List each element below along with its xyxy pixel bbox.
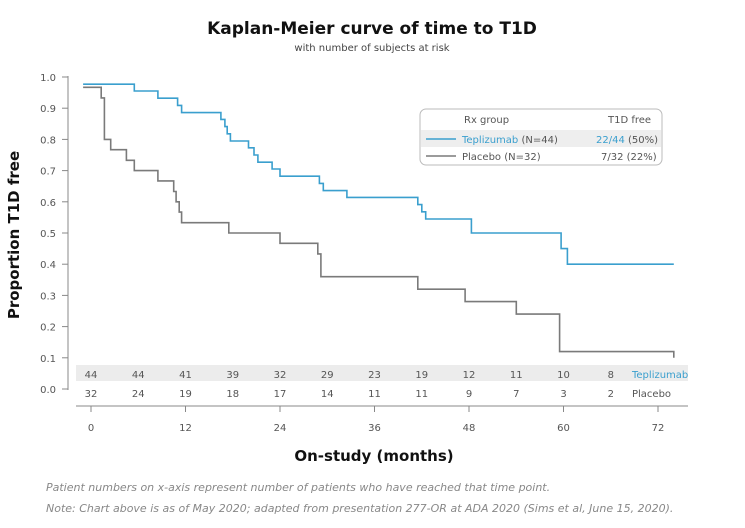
x-tick-label: 36 (368, 423, 381, 434)
survival-curves (83, 83, 675, 358)
legend-n-teplizumab: (N=44) (521, 135, 557, 146)
y-tick-label: 0.7 (40, 167, 56, 178)
y-tick-label: 0.4 (40, 260, 56, 271)
series-line-placebo (83, 86, 675, 358)
at-risk-count: 10 (557, 370, 570, 381)
at-risk-count: 44 (85, 370, 98, 381)
x-tick-label: 24 (274, 423, 287, 434)
at-risk-count: 9 (466, 389, 472, 400)
at-risk-count: 19 (179, 389, 192, 400)
x-tick-label: 60 (557, 423, 570, 434)
at-risk-count: 19 (415, 370, 428, 381)
y-tick-label: 0.6 (40, 198, 56, 209)
chart-title: Kaplan-Meier curve of time to T1D (207, 19, 537, 39)
at-risk-label-teplizumab: Teplizumab (631, 370, 688, 381)
x-tick-label: 0 (88, 423, 94, 434)
at-risk-count: 11 (368, 389, 381, 400)
at-risk-count: 7 (513, 389, 519, 400)
legend-n-placebo: (N=32) (504, 152, 540, 163)
y-tick-label: 1.0 (40, 73, 56, 84)
at-risk-count: 23 (368, 370, 381, 381)
x-tick-label: 72 (652, 423, 665, 434)
at-risk-count: 39 (226, 370, 239, 381)
y-tick-label: 0.0 (40, 385, 56, 396)
at-risk-count: 14 (321, 389, 334, 400)
legend-name-placebo: Placebo (462, 152, 501, 163)
legend-value-paren-teplizumab: (50%) (628, 135, 658, 146)
at-risk-count: 11 (510, 370, 523, 381)
x-axis-label: On-study (months) (294, 447, 453, 465)
y-tick-label: 0.9 (40, 104, 56, 115)
at-risk-count: 29 (321, 370, 334, 381)
at-risk-count: 8 (608, 370, 614, 381)
at-risk-count: 44 (132, 370, 145, 381)
legend-label-teplizumab: Teplizumab (N=44) (461, 135, 558, 146)
y-tick-label: 0.3 (40, 291, 56, 302)
x-tick-label: 12 (179, 423, 192, 434)
chart-subtitle: with number of subjects at risk (294, 43, 449, 54)
legend-value-paren-placebo: (22%) (627, 152, 657, 163)
legend: Rx group T1D free Teplizumab (N=44) 22/4… (419, 108, 663, 166)
at-risk-count: 41 (179, 370, 192, 381)
at-risk-count: 24 (132, 389, 145, 400)
series-line-teplizumab (83, 83, 674, 265)
at-risk-count: 18 (226, 389, 239, 400)
y-axis: 0.0 0.1 0.2 0.3 0.4 0.5 0.6 0.7 0.8 0.9 1.0 (40, 73, 68, 396)
at-risk-count: 2 (608, 389, 614, 400)
y-tick-label: 0.1 (40, 354, 56, 365)
at-risk-count: 32 (274, 370, 287, 381)
legend-value-teplizumab: 22/44 (50%) (596, 135, 658, 146)
at-risk-count: 11 (415, 389, 428, 400)
legend-header-value: T1D free (607, 115, 651, 126)
footnote-1: Patient numbers on x-axis represent numb… (46, 481, 550, 494)
at-risk-label-placebo: Placebo (632, 389, 671, 400)
legend-name-teplizumab: Teplizumab (461, 135, 518, 146)
footnote-2: Note: Chart above is as of May 2020; ada… (46, 502, 673, 515)
at-risk-count: 3 (560, 389, 566, 400)
y-tick-label: 0.5 (40, 229, 56, 240)
at-risk-band (76, 365, 688, 381)
legend-value-main-teplizumab: 22/44 (596, 135, 625, 146)
legend-label-placebo: Placebo (N=32) (462, 152, 541, 163)
y-axis-label: Proportion T1D free (5, 151, 23, 319)
y-tick-label: 0.8 (40, 135, 56, 146)
legend-header-group: Rx group (464, 115, 509, 126)
at-risk-count: 12 (463, 370, 476, 381)
y-tick-label: 0.2 (40, 323, 56, 334)
at-risk-count: 17 (274, 389, 287, 400)
x-tick-label: 48 (463, 423, 476, 434)
legend-row-highlight (421, 130, 661, 147)
x-axis: 0 12 24 36 48 60 72 (88, 406, 665, 434)
at-risk-count: 32 (85, 389, 98, 400)
legend-value-placebo: 7/32 (22%) (601, 152, 657, 163)
legend-value-main-placebo: 7/32 (601, 152, 623, 163)
